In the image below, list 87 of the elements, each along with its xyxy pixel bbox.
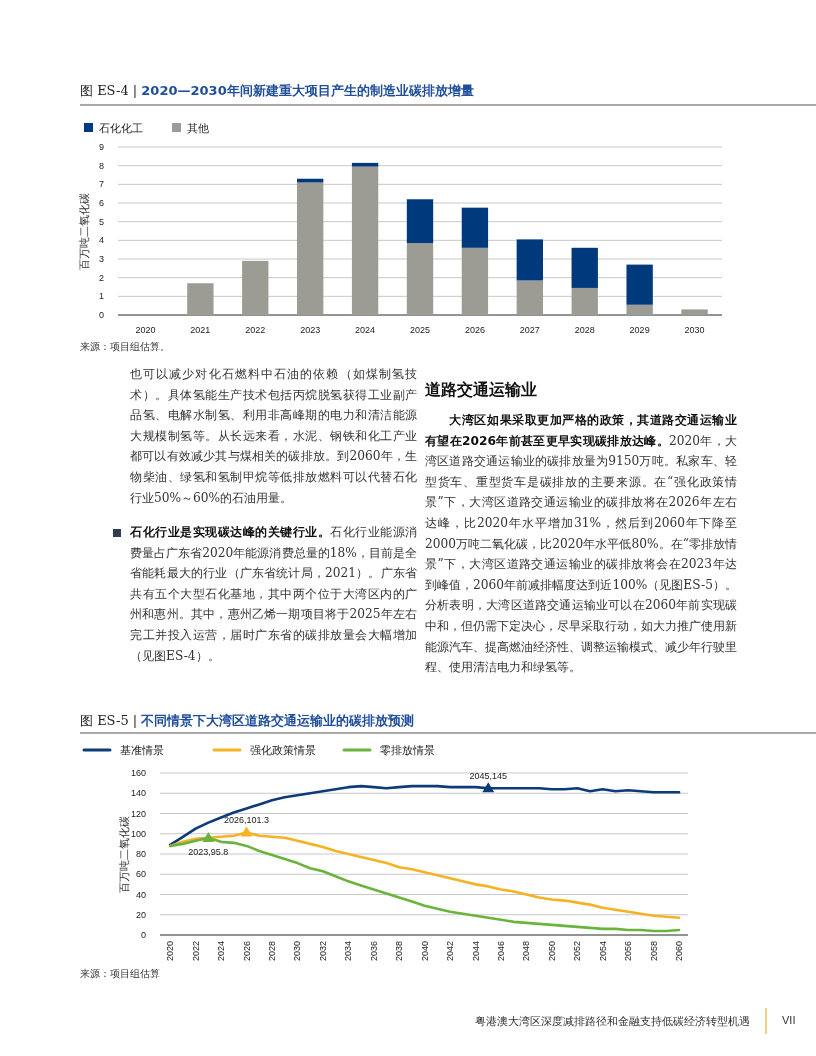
bar: [351, 166, 379, 315]
y-tick-label: 40: [135, 889, 146, 900]
bar: [626, 304, 653, 315]
bar: [406, 243, 434, 315]
y-tick-label: 4: [98, 235, 104, 246]
x-tick-label: 2042: [445, 941, 456, 962]
y-tick-label: 0: [140, 930, 146, 940]
x-tick-label: 2046: [495, 941, 506, 962]
x-tick-label: 2026: [464, 325, 485, 335]
chart-title: 图 ES-4 | 2020—2030年间新建重大项目产生的制造业碳排放增量: [80, 82, 474, 100]
y-tick-label: 100: [130, 828, 146, 839]
bar: [351, 162, 379, 167]
x-tick-label: 2030: [684, 325, 705, 335]
y-tick-label: 0: [98, 310, 104, 320]
y-tick-label: 160: [130, 768, 146, 778]
y-tick-label: 2: [98, 272, 104, 283]
text: 石化行业是实现碳达峰的关键行业。石化行业能源消费量占广东省2020年能源消费总量的18%，目前是全省能耗最大的行业（广东省统计局，2021）。广东省共有五个大型石化基地，其中两个位于大湾区内的广州和惠州。其中，惠州乙烯一期项目将于2025年左右完工并投入运营，届时广东省的碳排放量会大幅增加（见图ES-4）。: [130, 524, 417, 665]
y-tick-label: 1: [98, 291, 104, 302]
legend-label: 强化政策情景: [250, 744, 316, 757]
x-tick-label: 2023: [300, 325, 321, 335]
x-tick-label: 2027: [519, 325, 540, 335]
bar: [297, 182, 324, 315]
x-tick-label: 2054: [597, 941, 608, 962]
bar: [571, 287, 598, 315]
x-tick-label: 2025: [409, 325, 431, 335]
y-tick-label: 6: [98, 198, 104, 208]
x-tick-label: 2040: [419, 941, 430, 962]
x-tick-label: 2020: [135, 325, 156, 335]
legend-label: 基准情景: [120, 744, 164, 757]
x-tick-label: 2022: [190, 941, 201, 962]
x-tick-label: 2038: [394, 941, 405, 962]
bar: [571, 247, 598, 288]
y-tick-label: 140: [130, 788, 146, 799]
bar: [516, 239, 543, 281]
legend-label: 其他: [187, 122, 209, 135]
y-tick-label: 3: [98, 254, 104, 264]
x-tick-label: 2021: [190, 325, 211, 335]
x-tick-label: 2024: [216, 941, 227, 962]
x-tick-label: 2020: [165, 941, 176, 962]
text: VII: [782, 1014, 796, 1026]
annotation: 2026,101.3: [223, 815, 270, 826]
text: 道路交通运输业: [425, 380, 537, 401]
x-tick-label: 2028: [266, 941, 277, 962]
x-tick-label: 2052: [572, 941, 583, 962]
x-tick-label: 2032: [317, 941, 328, 962]
y-tick-label: 120: [130, 808, 146, 819]
y-axis-title: 百万吨二氧化碳: [78, 192, 91, 270]
x-tick-label: 2050: [546, 941, 557, 962]
bar: [461, 247, 489, 315]
x-tick-label: 2056: [623, 941, 634, 962]
bar: [406, 199, 434, 244]
x-tick-label: 2026: [241, 941, 252, 962]
chart-title: 图 ES-5 | 不同情景下大湾区道路交通运输业的碳排放预测: [80, 712, 415, 730]
y-tick-label: 60: [135, 869, 146, 880]
bar: [242, 260, 269, 315]
bar: [461, 207, 489, 248]
x-tick-label: 2048: [521, 941, 532, 962]
y-tick-label: 80: [135, 849, 146, 859]
y-tick-label: 9: [98, 142, 104, 152]
text: 也可以减少对化石燃料中石油的依赖（如煤制氢技术）。具体氢能生产技术包括丙烷脱氢获得工业副产品氢、电解水制氢、利用非高峰期的电力和清洁能源大规模制氢等。从长远来看，水泥、钢铁和化工产业都可以有效减少其与煤相关的碳排放。到2060年，生物柴油、绿氢和氢制甲烷等低排放燃料可以代替石化行业50%～60%的石油用量。: [130, 366, 417, 507]
y-tick-label: 20: [135, 909, 146, 920]
source-note: 来源：项目组估算。: [80, 340, 170, 354]
x-tick-label: 2058: [648, 941, 659, 962]
x-tick-label: 2022: [245, 325, 266, 335]
x-tick-label: 2024: [355, 325, 376, 335]
y-axis-title: 百万吨二氧化碳: [118, 815, 131, 893]
legend-label: 石化化工: [99, 122, 143, 135]
x-tick-label: 2028: [574, 325, 595, 335]
y-tick-label: 8: [98, 160, 104, 171]
x-tick-label: 2036: [368, 941, 379, 962]
x-tick-label: 2029: [629, 325, 650, 335]
text: 大湾区如果采取更加严格的政策，其道路交通运输业有望在2026年前甚至更早实现碳排放达峰。2020年，大湾区道路交通运输业的碳排放量为9150万吨。私家车、轻型货车、重型货车是碳排放的主要来源。在“强化政策情景”下，大湾区道路交通运输业的碳排放将在2026年左右达峰，比2020年水平增加31%，然后到2060年下降至2000万吨二氧化碳，比2020年水平低80%。在“零排放情景”下，大湾区道路交通运输业的碳排放将会在2023年达到峰值，2060年前减排幅度达到近100%（见图ES-5）。分析表明，大湾区道路交通运输业可以在2060年前实现碳中和，但仍需下定决心，尽早采取行动，如大力推广使用新能源汽车、提高燃油经济性、调整运输模式、减少年行驶里程、使用清洁电力和绿氢等。: [425, 413, 737, 675]
bar: [681, 309, 708, 315]
y-tick-label: 5: [98, 216, 104, 227]
x-tick-label: 2034: [343, 941, 354, 962]
bar: [516, 280, 543, 315]
bar: [187, 283, 214, 315]
y-tick-label: 7: [98, 179, 104, 190]
annotation: 2045,145: [469, 771, 508, 782]
text: 粤港澳大湾区深度减排路径和金融支持低碳经济转型机遇: [475, 1014, 750, 1029]
bar: [626, 264, 653, 305]
x-tick-label: 2030: [292, 941, 303, 962]
legend-label: 零排放情景: [380, 744, 435, 757]
x-tick-label: 2060: [674, 941, 685, 962]
source-note: 来源：项目组估算: [80, 967, 160, 981]
annotation: 2023,95.8: [188, 847, 229, 857]
x-tick-label: 2044: [470, 941, 481, 962]
